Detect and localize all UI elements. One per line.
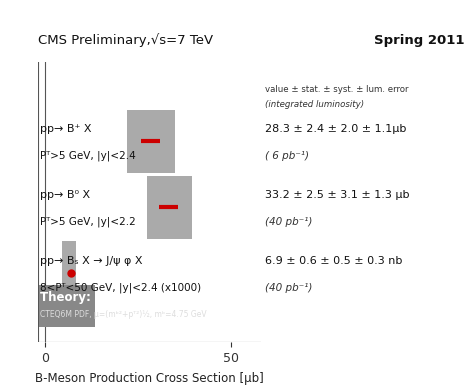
- Bar: [147, 175, 192, 239]
- Text: Theory: MC@NLO: Theory: MC@NLO: [40, 291, 154, 304]
- Bar: [39, 285, 95, 327]
- Text: pp→ B⁰ X: pp→ B⁰ X: [40, 190, 91, 200]
- Text: (40 pb⁻¹): (40 pb⁻¹): [265, 217, 313, 227]
- Text: pp→ B⁺ X: pp→ B⁺ X: [40, 124, 92, 135]
- Text: 28.3 ± 2.4 ± 2.0 ± 1.1μb: 28.3 ± 2.4 ± 2.0 ± 1.1μb: [265, 124, 407, 135]
- Text: (40 pb⁻¹): (40 pb⁻¹): [265, 283, 313, 293]
- Bar: [62, 242, 76, 305]
- Text: Pᵀ>5 GeV, |y|<2.2: Pᵀ>5 GeV, |y|<2.2: [40, 216, 136, 227]
- X-axis label: B-Meson Production Cross Section [μb]: B-Meson Production Cross Section [μb]: [35, 372, 264, 385]
- Bar: [127, 110, 175, 173]
- Text: pp→ Bₛ X → J/ψ φ X: pp→ Bₛ X → J/ψ φ X: [40, 256, 143, 266]
- Text: 8<Pᵀ<50 GeV, |y|<2.4 (x1000): 8<Pᵀ<50 GeV, |y|<2.4 (x1000): [40, 282, 201, 293]
- Text: (integrated luminosity): (integrated luminosity): [265, 100, 365, 109]
- Text: 6.9 ± 0.6 ± 0.5 ± 0.3 nb: 6.9 ± 0.6 ± 0.5 ± 0.3 nb: [265, 256, 403, 266]
- Text: CMS Preliminary,√s=7 TeV: CMS Preliminary,√s=7 TeV: [38, 33, 213, 47]
- Text: 33.2 ± 2.5 ± 3.1 ± 1.3 μb: 33.2 ± 2.5 ± 3.1 ± 1.3 μb: [265, 190, 410, 200]
- Text: Spring 2011: Spring 2011: [374, 34, 465, 47]
- Text: Pᵀ>5 GeV, |y|<2.4: Pᵀ>5 GeV, |y|<2.4: [40, 151, 136, 161]
- Text: value ± stat. ± syst. ± lum. error: value ± stat. ± syst. ± lum. error: [265, 85, 409, 94]
- Text: ( 6 pb⁻¹): ( 6 pb⁻¹): [265, 151, 310, 161]
- Text: CTEQ6M PDF, μ=(mᵇ²+pᵀ²)½, mᵇ=4.75 GeV: CTEQ6M PDF, μ=(mᵇ²+pᵀ²)½, mᵇ=4.75 GeV: [40, 310, 206, 319]
